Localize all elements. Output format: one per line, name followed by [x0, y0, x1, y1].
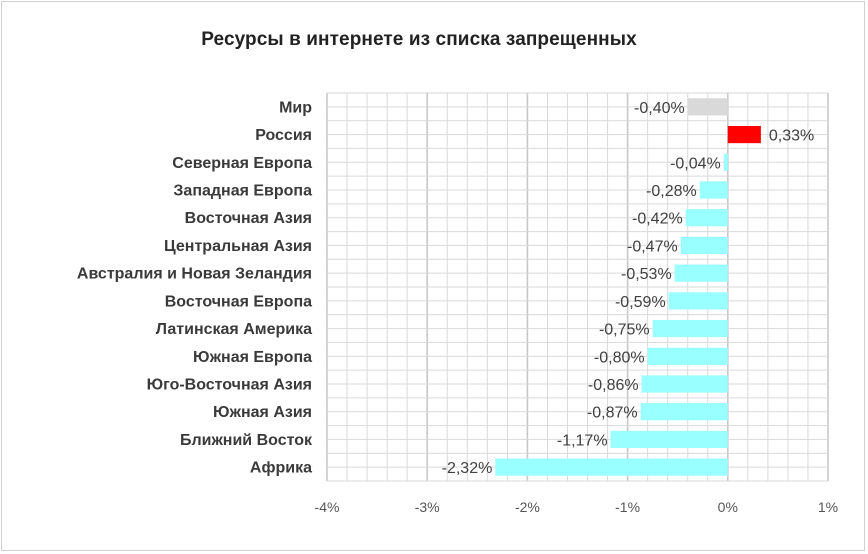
category-label: Мир	[279, 99, 312, 116]
data-label: -0,04%	[670, 155, 721, 172]
x-tick-label: -4%	[315, 499, 340, 515]
data-label: -0,28%	[646, 183, 697, 200]
data-labels: -0,40% 0,33% -0,04% -0,28% -0,42% -0,47% -0,53…	[442, 100, 815, 477]
bar	[610, 430, 728, 449]
bar	[687, 98, 728, 116]
data-label: -0,40%	[634, 100, 685, 117]
bar	[652, 319, 728, 338]
bar	[699, 181, 728, 199]
category-label: Восточная Европа	[165, 293, 312, 310]
bar	[727, 125, 761, 144]
category-label: Центральная Азия	[164, 238, 312, 255]
data-label: -0,75%	[599, 322, 650, 339]
category-label: Россия	[255, 127, 312, 144]
data-label: 0,33%	[769, 128, 814, 145]
data-label: -1,17%	[557, 432, 608, 449]
category-label: Ближний Восток	[180, 432, 313, 449]
data-label: -0,87%	[587, 405, 638, 422]
data-label: -0,53%	[621, 266, 672, 283]
category-label: Восточная Азия	[185, 210, 312, 227]
x-tick-label: 0%	[718, 499, 738, 515]
bar	[647, 347, 728, 365]
category-label: Африка	[250, 460, 312, 477]
x-axis-tick-labels: -4% -3% -2% -1% 0% 1%	[315, 499, 839, 515]
data-label: -0,47%	[627, 238, 678, 255]
category-label: Северная Европа	[172, 155, 312, 172]
category-label: Латинская Америка	[156, 321, 312, 338]
category-label: Южная Азия	[213, 404, 312, 421]
bar	[680, 236, 728, 255]
chart-title: Ресурсы в интернете из списка запрещенны…	[201, 29, 637, 50]
bars	[495, 98, 761, 476]
data-label: -0,86%	[588, 377, 639, 394]
gridlines	[326, 92, 829, 482]
bar	[674, 264, 728, 282]
x-tick-label: 1%	[818, 499, 838, 515]
bar	[685, 209, 728, 227]
category-label: Южная Европа	[193, 349, 312, 366]
x-tick-label: -3%	[415, 499, 440, 515]
x-tick-label: -2%	[515, 499, 540, 515]
x-tick-label: -1%	[615, 499, 640, 515]
category-label: Юго-Восточная Азия	[147, 377, 312, 394]
bar	[640, 403, 728, 421]
bar	[668, 292, 728, 310]
data-label: -0,42%	[632, 211, 683, 228]
data-label: -0,80%	[594, 349, 645, 366]
bar	[723, 153, 728, 171]
category-label: Западная Европа	[173, 183, 312, 200]
bar	[641, 375, 728, 393]
bar	[495, 458, 728, 476]
category-labels: Мир Россия Северная Европа Западная Европа В…	[77, 99, 313, 476]
data-label: -2,32%	[442, 460, 493, 477]
data-label: -0,59%	[615, 294, 666, 311]
category-label: Австралия и Новая Зеландия	[77, 266, 312, 283]
